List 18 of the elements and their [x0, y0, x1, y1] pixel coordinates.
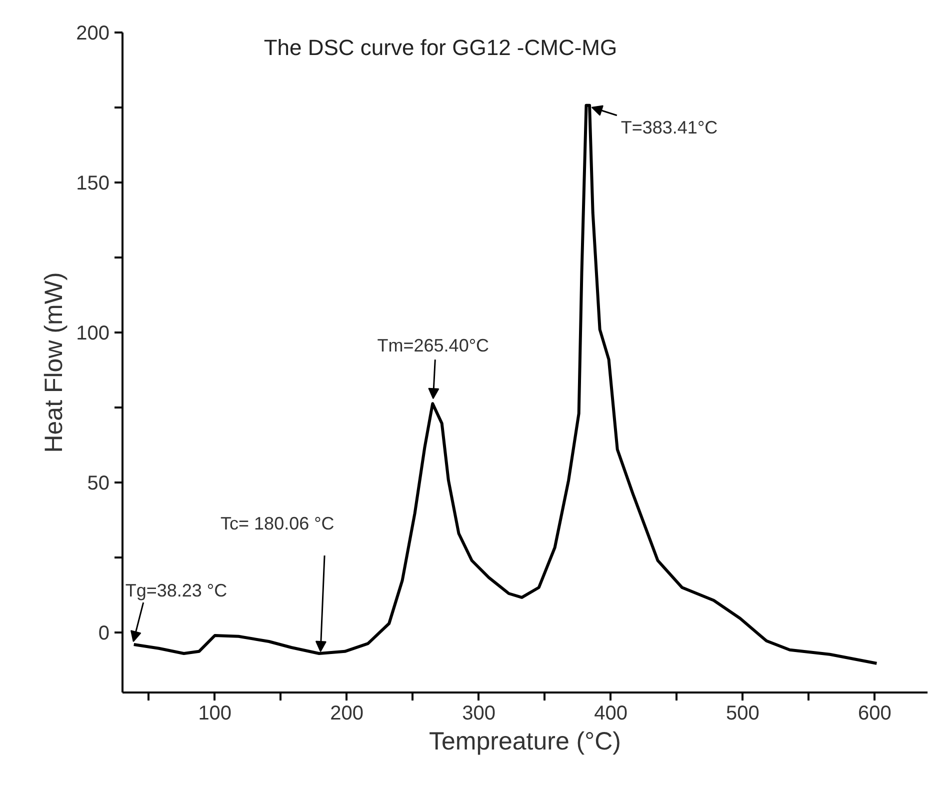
x-tick-label: 600: [858, 702, 892, 724]
annotation: T=383.41°C: [620, 117, 718, 138]
x-tick-label: 400: [594, 702, 628, 724]
x-tick-label: 500: [726, 702, 760, 724]
x-axis-title: Tempreature (°C): [429, 728, 622, 756]
x-tick-label: 200: [330, 702, 364, 724]
chart-title: The DSC curve for GG12 -CMC-MG: [264, 35, 618, 60]
annotation: Tm=265.40°C: [377, 336, 490, 356]
x-tick-label: 100: [198, 702, 232, 724]
y-axis-title: Heat Flow (mW): [40, 272, 68, 453]
y-tick-label: 200: [76, 22, 110, 44]
y-tick-label: 0: [98, 622, 110, 644]
annotation: Tg=38.23 °C: [125, 580, 228, 600]
x-tick-label: 300: [462, 702, 496, 724]
y-tick-label: 150: [76, 172, 110, 194]
y-tick-label: 100: [76, 322, 110, 344]
annotation: Tc= 180.06 °C: [220, 514, 334, 534]
y-tick-label: 50: [87, 472, 110, 494]
